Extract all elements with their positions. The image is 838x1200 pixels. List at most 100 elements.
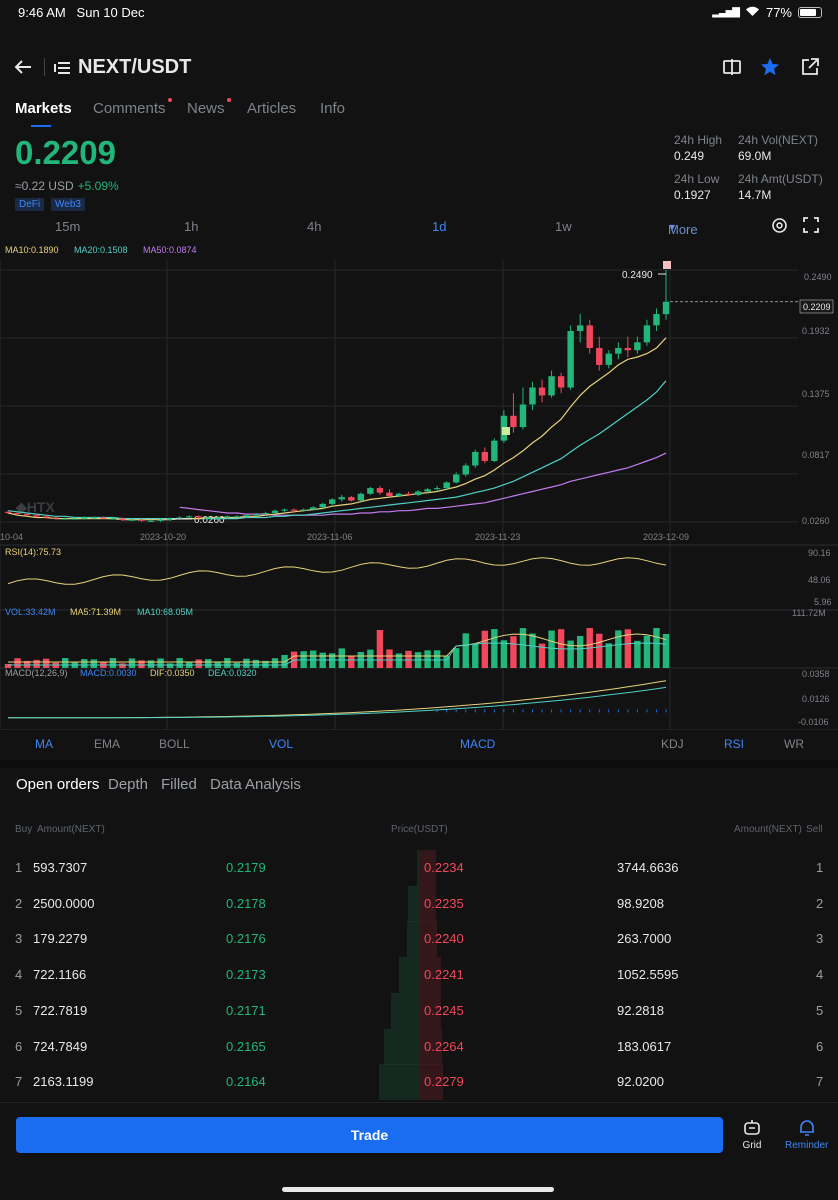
favorite-button[interactable] (757, 54, 783, 80)
tab-depth[interactable]: Depth (108, 776, 149, 793)
fullscreen-button[interactable] (803, 217, 819, 236)
tab-comments[interactable]: Comments (93, 98, 172, 117)
volume-bar (567, 640, 574, 668)
compare-button[interactable] (719, 54, 745, 80)
sell-index: 3 (816, 931, 824, 947)
indicator-ema[interactable]: EMA (94, 737, 121, 751)
vol-max-tick: 111.72M (792, 608, 826, 618)
volume-bar (395, 653, 403, 668)
candle (100, 517, 107, 519)
tab-open-orders[interactable]: Open orders (16, 776, 100, 793)
reminder-button[interactable]: Reminder (785, 1119, 828, 1151)
candle (329, 499, 336, 504)
buy-amount: 593.7307 (33, 860, 88, 875)
grid-button[interactable]: Grid (741, 1119, 763, 1151)
x-tick: 2023-11-06 (307, 532, 352, 542)
indicator-macd[interactable]: MACD (460, 737, 496, 751)
last-price: 0.2209 (15, 134, 116, 171)
volume-bar (662, 633, 670, 668)
tab-markets[interactable]: Markets (15, 100, 72, 117)
indicator-wr[interactable]: WR (784, 737, 804, 751)
pair-selector[interactable]: NEXT/USDT (54, 56, 191, 79)
orderbook-row[interactable]: 3 179.2279 0.2176 0.2240 263.7000 3 (0, 921, 838, 957)
orderbook-row[interactable]: 2 2500.0000 0.2178 0.2235 98.9208 2 (0, 886, 838, 922)
volume-bar (224, 658, 231, 668)
candle (166, 518, 174, 520)
orderbook-row[interactable]: 4 722.1166 0.2173 0.2241 1052.5595 4 (0, 957, 838, 993)
timeframe-15m[interactable]: 15m (55, 219, 81, 234)
buy-price: 0.2173 (226, 967, 266, 983)
orderbook-row[interactable]: 5 722.7819 0.2171 0.2245 92.2818 5 (0, 993, 838, 1029)
sell-depth-bar (419, 957, 441, 994)
pair-header: NEXT/USDT (0, 44, 838, 90)
volume-bar (576, 635, 584, 668)
x-tick: 2023-11-23 (475, 532, 520, 542)
tab-articles[interactable]: Articles (247, 100, 297, 117)
sell-price: 0.2264 (424, 1038, 464, 1054)
candle (615, 347, 622, 354)
candle (300, 509, 307, 511)
orderbook-row[interactable]: 7 2163.1199 0.2164 0.2279 92.0200 7 (0, 1064, 838, 1100)
vol-legend: VOL:33.42M (5, 607, 56, 617)
timeframe-4h[interactable]: 4h (307, 219, 322, 234)
section-divider (0, 760, 838, 768)
macd-tick: 0.0358 (802, 669, 830, 679)
volume-bar (23, 660, 31, 668)
share-button[interactable] (797, 54, 823, 80)
sell-price: 0.2235 (424, 895, 464, 911)
buy-depth-bar (399, 957, 419, 994)
sell-amount: 3744.6636 (617, 860, 679, 875)
price-chart[interactable]: MA10:0.1890 MA20:0.1508 MA50:0.0874 0.24… (0, 240, 838, 731)
candle (281, 509, 288, 511)
candle (14, 512, 21, 515)
tab-news[interactable]: News (187, 98, 231, 117)
rsi-tick: 90.16 (808, 548, 831, 558)
fullscreen-icon (803, 217, 819, 233)
stat-24h-amt: 24h Amt(USDT) 14.7M (738, 172, 823, 202)
buy-price: 0.2178 (226, 895, 266, 911)
indicator-vol[interactable]: VOL (269, 737, 294, 751)
sell-index: 1 (816, 860, 824, 875)
indicator-boll[interactable]: BOLL (159, 737, 190, 751)
trade-button[interactable]: Trade (16, 1117, 723, 1153)
y-tick: 0.1375 (802, 389, 830, 399)
candle (634, 342, 641, 351)
stat-24h-high: 24h High 0.249 (674, 133, 723, 163)
candle (138, 519, 145, 521)
tab-info[interactable]: Info (320, 100, 346, 117)
candle (338, 497, 345, 500)
tab-filled[interactable]: Filled (161, 776, 197, 793)
volume-bar (596, 633, 603, 668)
rsi-legend: RSI(14):75.73 (5, 547, 61, 557)
volume-bar (33, 659, 40, 668)
timeframe-1h[interactable]: 1h (184, 219, 199, 234)
volume-bar (653, 628, 660, 668)
buy-price: 0.2176 (226, 931, 266, 947)
candle (348, 497, 355, 501)
candle (529, 387, 536, 405)
volume-bar (109, 658, 117, 668)
candle (233, 516, 241, 518)
candle (157, 519, 164, 521)
chart-settings-button[interactable] (771, 217, 788, 237)
timeframe-1d[interactable]: 1d (432, 219, 447, 234)
volume-bar (4, 664, 12, 668)
indicator-ma[interactable]: MA (35, 737, 53, 751)
volume-bar (119, 663, 126, 668)
tag-web3[interactable]: Web3 (51, 198, 85, 211)
rsi-tick: 5.96 (814, 597, 832, 607)
back-button[interactable] (10, 54, 36, 80)
indicator-rsi[interactable]: RSI (724, 737, 745, 751)
sell-depth-bar (419, 992, 442, 1029)
orderbook-row[interactable]: 6 724.7849 0.2165 0.2264 183.0617 6 (0, 1029, 838, 1065)
candle (367, 488, 374, 494)
orderbook-row[interactable]: 1 593.7307 0.2179 0.2234 3744.6636 1 (0, 850, 838, 886)
indicator-kdj[interactable]: KDJ (661, 737, 684, 751)
volume-bar (624, 629, 632, 668)
candle (386, 492, 393, 497)
tag-defi[interactable]: DeFi (15, 198, 45, 211)
buy-depth-bar (383, 1028, 419, 1065)
candle (109, 518, 117, 520)
timeframe-1w[interactable]: 1w (555, 219, 572, 234)
tab-data-analysis[interactable]: Data Analysis (210, 776, 301, 793)
